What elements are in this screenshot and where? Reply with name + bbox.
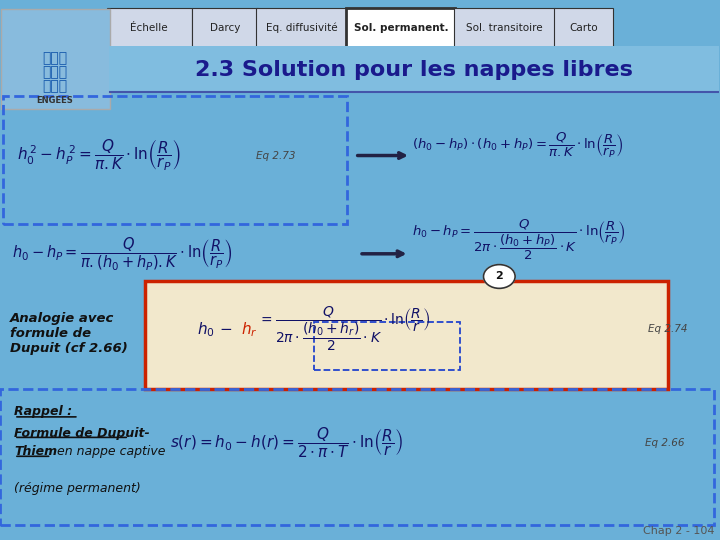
Text: Eq 2.66: Eq 2.66 xyxy=(644,438,684,448)
Text: Sol. transitoire: Sol. transitoire xyxy=(466,23,543,32)
FancyBboxPatch shape xyxy=(145,281,668,389)
FancyBboxPatch shape xyxy=(454,8,554,48)
Text: 2: 2 xyxy=(495,272,503,281)
Text: $h_0^{\,2} - h_P^{\,2} = \dfrac{Q}{\pi.K} \cdot \ln\!\left(\dfrac{R}{r_P}\right): $h_0^{\,2} - h_P^{\,2} = \dfrac{Q}{\pi.K… xyxy=(17,138,181,173)
Text: Rappel :: Rappel : xyxy=(14,405,72,418)
Text: Thiem: Thiem xyxy=(14,446,57,458)
Text: Échelle: Échelle xyxy=(130,23,168,32)
Text: 〜〜〜: 〜〜〜 xyxy=(42,51,68,65)
Text: Sol. permanent.: Sol. permanent. xyxy=(354,23,448,32)
Text: Chap 2 - 104: Chap 2 - 104 xyxy=(643,525,714,536)
Text: en nappe captive: en nappe captive xyxy=(53,446,166,458)
Text: Eq 2.73: Eq 2.73 xyxy=(256,151,296,160)
Text: ENGEES: ENGEES xyxy=(37,96,73,105)
Text: $= \dfrac{Q}{2\pi \cdot \dfrac{(h_0+h_r)}{2} \cdot K} \cdot \ln\!\left(\dfrac{R}: $= \dfrac{Q}{2\pi \cdot \dfrac{(h_0+h_r)… xyxy=(258,305,431,354)
FancyBboxPatch shape xyxy=(256,8,348,48)
Text: 〜〜〜: 〜〜〜 xyxy=(42,79,68,93)
Text: 2.3 Solution pour les nappes libres: 2.3 Solution pour les nappes libres xyxy=(195,59,633,80)
Text: 〜〜〜: 〜〜〜 xyxy=(42,65,68,79)
FancyBboxPatch shape xyxy=(346,8,456,48)
Text: $(h_0 - h_P) \cdot (h_0 + h_P) = \dfrac{Q}{\pi.K} \cdot \ln\!\left(\dfrac{R}{r_P: $(h_0 - h_P) \cdot (h_0 + h_P) = \dfrac{… xyxy=(413,131,624,160)
Text: $h_0 - h_P = \dfrac{Q}{2\pi \cdot \dfrac{(h_0+h_P)}{2} \cdot K} \cdot \ln\!\left: $h_0 - h_P = \dfrac{Q}{2\pi \cdot \dfrac… xyxy=(413,218,626,262)
Text: $h_0 - h_P = \dfrac{Q}{\pi.(h_0+h_P).K} \cdot \ln\!\left(\dfrac{R}{r_P}\right)$: $h_0 - h_P = \dfrac{Q}{\pi.(h_0+h_P).K} … xyxy=(12,235,233,272)
Text: Formule de Dupuit-: Formule de Dupuit- xyxy=(14,427,150,440)
Circle shape xyxy=(484,265,515,288)
FancyBboxPatch shape xyxy=(192,8,258,48)
Text: (régime permanent): (régime permanent) xyxy=(14,482,141,495)
Text: $s(r) = h_0 - h(r) = \dfrac{Q}{2\cdot\pi\cdot T} \cdot \ln\!\left(\dfrac{R}{r}\r: $s(r) = h_0 - h(r) = \dfrac{Q}{2\cdot\pi… xyxy=(170,426,403,460)
Text: $h_0\,-$: $h_0\,-$ xyxy=(197,320,232,339)
FancyBboxPatch shape xyxy=(109,46,719,93)
Text: Eq 2.74: Eq 2.74 xyxy=(648,325,688,334)
Text: $h_r$: $h_r$ xyxy=(240,320,257,339)
Text: Eq. diffusivité: Eq. diffusivité xyxy=(266,22,338,33)
Text: Analogie avec
formule de
Dupuit (cf 2.66): Analogie avec formule de Dupuit (cf 2.66… xyxy=(10,312,127,355)
FancyBboxPatch shape xyxy=(107,8,192,48)
Text: Darcy: Darcy xyxy=(210,23,240,32)
FancyBboxPatch shape xyxy=(554,8,613,48)
Text: Carto: Carto xyxy=(569,23,598,32)
FancyBboxPatch shape xyxy=(1,9,110,109)
